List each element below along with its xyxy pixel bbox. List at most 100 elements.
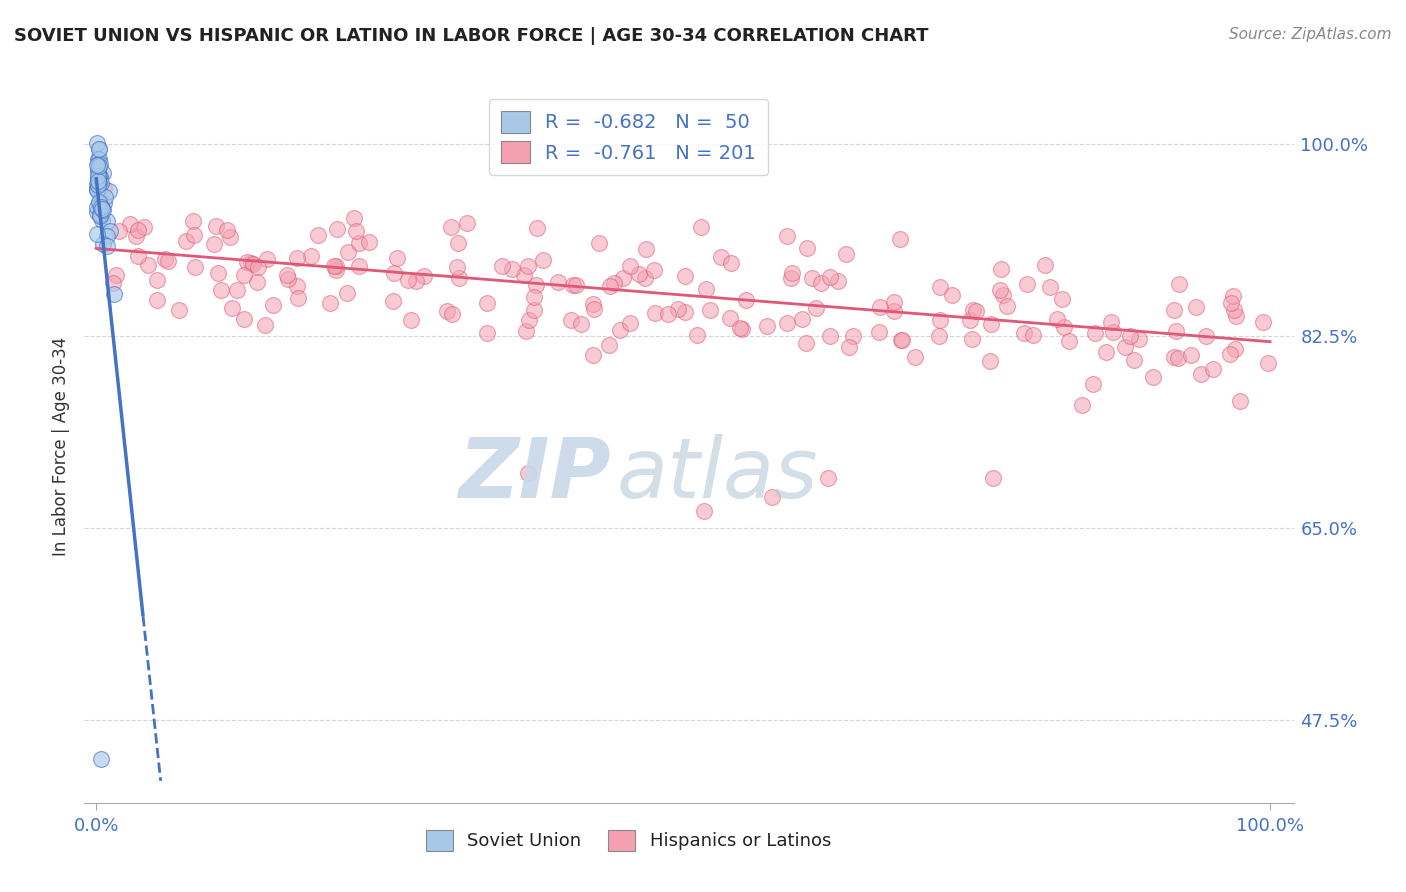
- Point: [1053, 319, 1076, 334]
- Point: [325, 259, 347, 273]
- Point: [477, 296, 499, 310]
- Point: [673, 305, 696, 319]
- Point: [87, 171, 110, 186]
- Point: [1184, 300, 1206, 314]
- Point: [588, 236, 610, 251]
- Point: [612, 271, 634, 285]
- Point: [91, 165, 114, 179]
- Point: [728, 320, 751, 334]
- Point: [86, 182, 108, 196]
- Text: Source: ZipAtlas.com: Source: ZipAtlas.com: [1229, 27, 1392, 42]
- Point: [336, 245, 359, 260]
- Point: [1195, 328, 1218, 343]
- Point: [86, 158, 108, 172]
- Point: [869, 300, 891, 314]
- Point: [1012, 326, 1035, 340]
- Point: [501, 261, 523, 276]
- Point: [1114, 340, 1136, 354]
- Text: SOVIET UNION VS HISPANIC OR LATINO IN LABOR FORCE | AGE 30-34 CORRELATION CHART: SOVIET UNION VS HISPANIC OR LATINO IN LA…: [14, 27, 928, 45]
- Point: [125, 229, 148, 244]
- Point: [1251, 315, 1274, 329]
- Point: [869, 325, 891, 339]
- Point: [644, 306, 666, 320]
- Point: [287, 291, 309, 305]
- Point: [990, 261, 1012, 276]
- Point: [619, 316, 641, 330]
- Point: [903, 351, 925, 365]
- Point: [240, 256, 263, 270]
- Point: [202, 236, 225, 251]
- Point: [516, 467, 538, 481]
- Point: [93, 190, 115, 204]
- Point: [86, 227, 108, 242]
- Point: [517, 313, 540, 327]
- Point: [1223, 303, 1246, 318]
- Point: [89, 209, 111, 223]
- Point: [1189, 367, 1212, 381]
- Point: [218, 229, 240, 244]
- Point: [523, 303, 546, 318]
- Point: [699, 303, 721, 318]
- Point: [1119, 329, 1142, 343]
- Point: [87, 162, 110, 177]
- Point: [89, 156, 111, 170]
- Point: [560, 313, 582, 327]
- Point: [262, 298, 284, 312]
- Point: [87, 141, 110, 155]
- Point: [1102, 326, 1125, 340]
- Point: [246, 260, 269, 275]
- Point: [307, 228, 329, 243]
- Point: [127, 223, 149, 237]
- Point: [205, 219, 228, 233]
- Point: [118, 217, 141, 231]
- Point: [89, 152, 111, 166]
- Point: [108, 224, 131, 238]
- Point: [127, 249, 149, 263]
- Point: [790, 312, 813, 326]
- Point: [1142, 370, 1164, 384]
- Point: [277, 272, 299, 286]
- Point: [93, 180, 115, 194]
- Point: [91, 213, 114, 227]
- Point: [1039, 279, 1062, 293]
- Point: [965, 303, 987, 318]
- Point: [396, 273, 419, 287]
- Point: [627, 267, 650, 281]
- Point: [1219, 347, 1241, 361]
- Point: [285, 251, 308, 265]
- Point: [89, 181, 111, 195]
- Point: [796, 336, 818, 351]
- Point: [1168, 277, 1191, 291]
- Point: [673, 269, 696, 284]
- Point: [342, 211, 364, 225]
- Point: [399, 312, 422, 326]
- Point: [207, 266, 229, 280]
- Point: [1201, 362, 1223, 376]
- Point: [299, 248, 322, 262]
- Point: [183, 228, 205, 243]
- Point: [603, 276, 626, 290]
- Point: [780, 271, 803, 285]
- Point: [412, 268, 434, 283]
- Point: [344, 225, 367, 239]
- Point: [730, 321, 752, 335]
- Point: [90, 200, 112, 214]
- Point: [960, 332, 983, 346]
- Point: [582, 297, 605, 311]
- Point: [87, 157, 110, 171]
- Point: [761, 490, 783, 504]
- Point: [1229, 394, 1251, 409]
- Point: [883, 295, 905, 310]
- Point: [1163, 350, 1185, 364]
- Point: [524, 278, 547, 293]
- Point: [96, 214, 118, 228]
- Point: [256, 252, 278, 267]
- Point: [619, 260, 641, 274]
- Point: [776, 229, 799, 244]
- Point: [446, 236, 468, 251]
- Point: [666, 302, 689, 317]
- Point: [582, 301, 605, 316]
- Point: [929, 279, 952, 293]
- Point: [86, 205, 108, 219]
- Point: [91, 237, 114, 252]
